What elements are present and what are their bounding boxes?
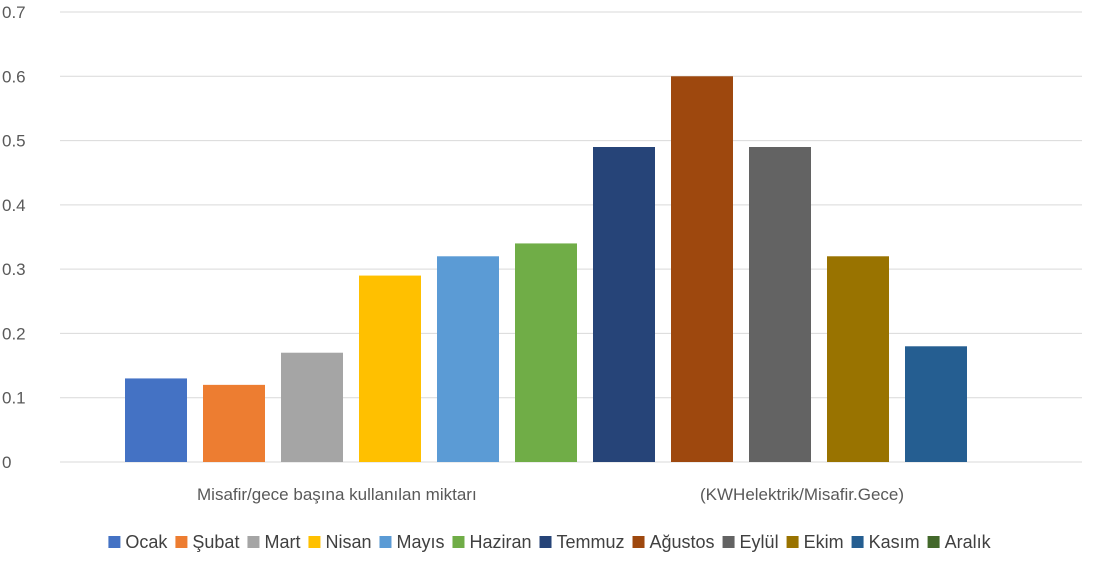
legend-swatch [632, 536, 645, 548]
legend-item: Temmuz [539, 532, 625, 552]
legend-label: Haziran [469, 532, 531, 552]
legend-item: Ağustos [632, 532, 715, 552]
legend-item: Mayıs [379, 532, 444, 552]
bar-6 [515, 243, 577, 462]
legend-swatch [452, 536, 465, 548]
legend-swatch [308, 536, 321, 548]
y-tick-label: 0.7 [2, 3, 26, 22]
legend-swatch [927, 536, 940, 548]
y-tick-label: 0.2 [2, 324, 26, 343]
legend-item: Ocak [108, 532, 168, 552]
legend-item: Aralık [927, 532, 992, 552]
y-tick-label: 0.6 [2, 67, 26, 86]
bars [125, 76, 967, 463]
legend-label: Nisan [325, 532, 371, 552]
bar-1 [125, 378, 187, 462]
bar-10 [827, 256, 889, 462]
legend-item: Mart [247, 532, 300, 552]
legend-label: Ocak [125, 532, 168, 552]
legend-swatch [108, 536, 121, 548]
bar-9 [749, 147, 811, 462]
legend-label: Mayıs [396, 532, 444, 552]
legend-swatch [175, 536, 188, 548]
legend-swatch [247, 536, 260, 548]
bar-2 [203, 384, 265, 462]
legend-label: Aralık [945, 532, 992, 552]
legend-swatch [851, 536, 864, 548]
legend-item: Kasım [851, 532, 920, 552]
legend-label: Kasım [869, 532, 920, 552]
x-axis-label-left: Misafir/gece başına kullanılan miktarı [197, 485, 477, 504]
legend-item: Ekim [786, 532, 844, 552]
x-axis-label-right: (KWHelektrik/Misafir.Gece) [700, 485, 904, 504]
legend-swatch [722, 536, 735, 548]
legend-item: Haziran [452, 532, 532, 552]
legend: Ocak Şubat Mart Nisan Mayıs Haziran Temmuz Ağus… [108, 532, 992, 552]
y-tick-label: 0.4 [2, 196, 26, 215]
legend-label: Eylül [740, 532, 779, 552]
legend-label: Temmuz [557, 532, 625, 552]
legend-swatch [786, 536, 799, 548]
bar-8 [671, 76, 733, 463]
legend-item: Eylül [722, 532, 779, 552]
legend-label: Ekim [804, 532, 844, 552]
y-axis-tick-labels: 0 0.1 0.2 0.3 0.4 0.5 0.6 0.7 [2, 3, 26, 472]
bar-5 [437, 256, 499, 462]
legend-label: Ağustos [650, 532, 715, 552]
y-tick-label: 0.3 [2, 260, 26, 279]
legend-label: Mart [264, 532, 300, 552]
legend-item: Şubat [175, 532, 239, 552]
bar-7 [593, 147, 655, 462]
y-tick-label: 0.1 [2, 389, 26, 408]
y-tick-label: 0.5 [2, 132, 26, 151]
legend-swatch [379, 536, 392, 548]
y-tick-label: 0 [2, 453, 11, 472]
legend-item: Nisan [308, 532, 371, 552]
bar-4 [359, 275, 421, 462]
legend-swatch [539, 536, 552, 548]
bar-3 [281, 352, 343, 462]
bar-11 [905, 346, 967, 462]
legend-label: Şubat [192, 532, 239, 552]
